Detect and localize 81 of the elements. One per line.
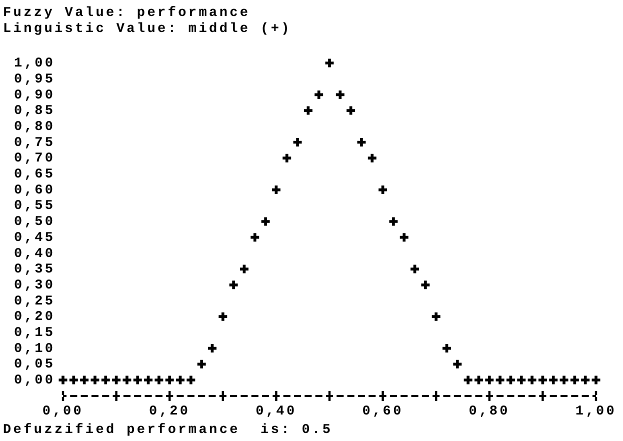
y-tick-label: 0,25: [14, 294, 56, 310]
point: [357, 138, 366, 146]
point: [122, 376, 132, 384]
x-tick-label: 0,80: [468, 404, 510, 420]
point: [368, 154, 376, 162]
point: [293, 138, 302, 146]
point: [400, 233, 408, 242]
point: [389, 217, 398, 226]
y-tick-label: 0,80: [14, 120, 56, 135]
y-tick-label: 0,55: [14, 199, 56, 214]
x-tick-label: 0,40: [256, 404, 297, 420]
point: [282, 154, 292, 162]
point: [304, 106, 312, 115]
x-tick-label: 1,00: [575, 404, 617, 420]
point: [346, 106, 356, 115]
chart-title: Fuzzy Value: performance: [3, 6, 250, 21]
point: [229, 280, 238, 290]
point: [325, 58, 334, 68]
y-tick-label: 0,60: [14, 183, 56, 198]
point: [186, 376, 196, 384]
point: [208, 344, 216, 353]
text: Defuzzified performance is: 0.5: [3, 422, 333, 438]
point: [378, 186, 388, 194]
y-tick-label: 0,40: [14, 246, 56, 262]
x-tick-label: 0,00: [42, 404, 84, 420]
y-tick-label: 0,10: [14, 342, 56, 357]
point: [549, 376, 558, 384]
point: [250, 233, 260, 242]
point: [144, 376, 153, 384]
point: [58, 376, 68, 384]
y-tick-label: 1,00: [14, 56, 56, 72]
y-tick-label: 0,30: [14, 278, 56, 294]
point: [176, 376, 185, 384]
point: [560, 376, 568, 384]
y-tick-label: 0,15: [14, 326, 56, 342]
chart-subtitle: Linguistic Value: middle (+): [3, 22, 292, 37]
point: [528, 376, 536, 384]
point: [570, 376, 579, 384]
point: [336, 90, 344, 99]
point: [506, 376, 515, 384]
point: [240, 264, 248, 274]
point: [80, 376, 89, 384]
point: [218, 312, 228, 321]
point: [197, 360, 206, 368]
point: [474, 376, 483, 384]
point: [517, 376, 526, 384]
point: [538, 376, 547, 384]
point: [432, 312, 440, 321]
point: [165, 376, 174, 384]
y-tick-label: 0,35: [14, 262, 56, 278]
point: [101, 376, 110, 384]
point: [464, 376, 472, 384]
point: [453, 360, 462, 368]
point: [442, 344, 452, 353]
y-tick-label: 0,95: [14, 72, 56, 88]
y-tick-label: 0,00: [14, 374, 56, 389]
point: [421, 280, 430, 290]
y-tick-label: 0,65: [14, 168, 56, 183]
point: [485, 376, 494, 384]
point: [133, 376, 142, 384]
point: [261, 217, 270, 226]
point: [581, 376, 590, 384]
point: [272, 186, 280, 194]
y-tick-label: 0,70: [14, 152, 56, 167]
point: [314, 90, 324, 99]
x-tick-label: 0,20: [148, 404, 190, 420]
y-tick-label: 0,05: [14, 358, 56, 373]
y-tick-label: 0,45: [14, 230, 56, 246]
point: [154, 376, 164, 384]
x-tick-label: 0,60: [362, 404, 404, 420]
y-tick-label: 0,75: [14, 136, 56, 151]
y-tick-label: 0,20: [14, 310, 56, 326]
point: [592, 376, 600, 384]
point: [90, 376, 100, 384]
point: [69, 376, 78, 384]
point: [112, 376, 121, 384]
y-tick-label: 0,85: [14, 104, 56, 120]
y-tick-label: 0,90: [14, 88, 56, 104]
point: [410, 264, 420, 274]
point: [496, 376, 504, 384]
y-tick-label: 0,50: [14, 215, 56, 230]
